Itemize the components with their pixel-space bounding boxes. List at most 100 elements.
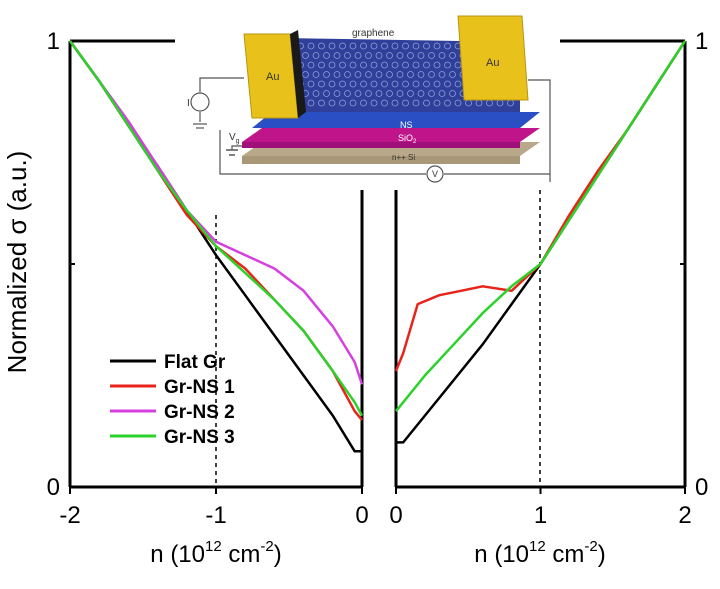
lattice-ring bbox=[386, 52, 393, 59]
lattice-ring bbox=[333, 71, 341, 78]
lattice-ring bbox=[381, 61, 388, 69]
lattice-ring bbox=[349, 99, 357, 107]
lattice-ring bbox=[402, 99, 409, 107]
lattice-ring bbox=[433, 80, 441, 88]
lattice-ring bbox=[370, 42, 378, 50]
lattice-ring bbox=[417, 71, 425, 78]
lattice-ring bbox=[328, 61, 336, 69]
lattice-ring bbox=[339, 80, 346, 88]
x-tick-label: 0 bbox=[355, 502, 368, 529]
lattice-ring bbox=[307, 80, 315, 88]
x-tick-label: -2 bbox=[59, 502, 80, 529]
lattice-ring bbox=[433, 42, 441, 50]
lattice-ring bbox=[370, 61, 378, 69]
left-x-axis-label: n (1012 cm-2) bbox=[150, 538, 281, 568]
lattice-ring bbox=[407, 52, 414, 59]
lattice-ring bbox=[396, 90, 404, 97]
lattice-ring bbox=[412, 61, 420, 69]
lattice-ring bbox=[323, 52, 330, 59]
right-ticks: 0 1 201 bbox=[389, 28, 708, 529]
lattice-ring bbox=[344, 52, 351, 59]
lattice-ring bbox=[444, 80, 451, 88]
lattice-ring bbox=[407, 90, 414, 97]
ns-label: NS bbox=[400, 120, 413, 130]
right-panel: 0 1 201 bbox=[389, 28, 708, 529]
x-tick-label: -1 bbox=[205, 502, 226, 529]
lattice-ring bbox=[423, 80, 430, 88]
lattice-ring bbox=[375, 71, 383, 78]
lattice-ring bbox=[423, 99, 430, 107]
lattice-ring bbox=[307, 42, 315, 50]
lattice-ring bbox=[391, 80, 399, 88]
lattice-ring bbox=[307, 61, 315, 69]
lattice-ring bbox=[344, 71, 351, 78]
legend-item: Gr-NS 1 bbox=[110, 377, 235, 398]
lattice-ring bbox=[391, 99, 399, 107]
lattice-ring bbox=[454, 99, 462, 107]
lattice-ring bbox=[428, 71, 435, 78]
y-tick-label: 1 bbox=[695, 28, 708, 55]
lattice-ring bbox=[407, 71, 414, 78]
lattice-ring bbox=[318, 99, 325, 107]
lattice-ring bbox=[391, 61, 399, 69]
lattice-ring bbox=[402, 80, 409, 88]
lattice-ring bbox=[449, 71, 456, 78]
legend-label-gr-ns-2: Gr-NS 2 bbox=[164, 402, 235, 423]
lattice-ring bbox=[312, 71, 320, 78]
lattice-ring bbox=[354, 90, 362, 97]
series-line-gr-ns-3 bbox=[68, 40, 364, 417]
lattice-ring bbox=[328, 99, 336, 107]
lattice-ring bbox=[412, 80, 420, 88]
lattice-ring bbox=[417, 90, 425, 97]
lattice-ring bbox=[344, 90, 351, 97]
left-panel: -2 -1 0 0 1 bbox=[47, 28, 369, 529]
lattice-ring bbox=[312, 52, 320, 59]
lattice-ring bbox=[354, 71, 362, 78]
y-tick-label: 1 bbox=[47, 28, 60, 55]
legend-item: Gr-NS 3 bbox=[110, 427, 235, 448]
legend: Flat Gr Gr-NS 1 Gr-NS 2 Gr-NS 3 bbox=[110, 352, 235, 448]
lattice-ring bbox=[412, 99, 420, 107]
lattice-ring bbox=[386, 90, 393, 97]
nanosphere-layer bbox=[252, 112, 540, 128]
lattice-ring bbox=[370, 99, 378, 107]
lattice-ring bbox=[318, 42, 325, 50]
current-source-icon bbox=[190, 92, 210, 112]
lattice-ring bbox=[318, 80, 325, 88]
si-label: n++ Si bbox=[392, 153, 415, 162]
lattice-ring bbox=[354, 52, 362, 59]
lattice-ring bbox=[381, 99, 388, 107]
lattice-ring bbox=[339, 61, 346, 69]
left-ticks: -2 -1 0 0 1 bbox=[47, 28, 369, 529]
lattice-ring bbox=[433, 61, 441, 69]
x-tick-label: 0 bbox=[389, 502, 402, 529]
lattice-ring bbox=[312, 90, 320, 97]
sio2-layer-front bbox=[242, 142, 520, 148]
lattice-ring bbox=[449, 90, 456, 97]
y-axis-label: Normalized σ (a.u.) bbox=[2, 151, 32, 374]
lattice-ring bbox=[349, 80, 357, 88]
lattice-ring bbox=[402, 42, 409, 50]
lattice-ring bbox=[444, 42, 451, 50]
graphene-label: graphene bbox=[352, 28, 395, 39]
lattice-ring bbox=[333, 90, 341, 97]
lattice-ring bbox=[365, 52, 372, 59]
lattice-ring bbox=[370, 80, 378, 88]
lattice-ring bbox=[360, 80, 367, 88]
lattice-ring bbox=[375, 90, 383, 97]
legend-label-gr-ns-3: Gr-NS 3 bbox=[164, 427, 235, 448]
lattice-ring bbox=[381, 80, 388, 88]
lattice-ring bbox=[333, 52, 341, 59]
lattice-ring bbox=[323, 71, 330, 78]
voltmeter-label: V bbox=[432, 169, 438, 179]
series-line-gr-ns-2 bbox=[68, 40, 364, 385]
legend-label-gr-ns-1: Gr-NS 1 bbox=[164, 377, 235, 398]
lattice-ring bbox=[328, 80, 336, 88]
lattice-ring bbox=[375, 52, 383, 59]
lattice-ring bbox=[318, 61, 325, 69]
sio2-layer bbox=[242, 128, 540, 142]
legend-item: Gr-NS 2 bbox=[110, 402, 235, 423]
legend-label-flat-gr: Flat Gr bbox=[164, 352, 226, 373]
y-tick-label: 0 bbox=[695, 474, 708, 501]
